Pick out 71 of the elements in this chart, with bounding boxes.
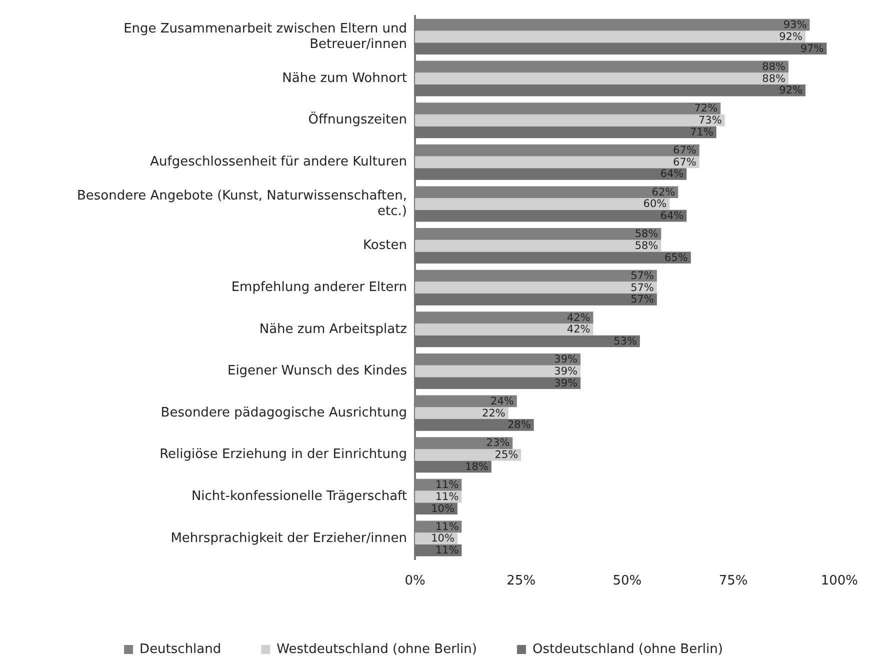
data-label: 92%	[779, 30, 802, 43]
data-label: 88%	[762, 60, 786, 73]
bar	[415, 365, 581, 378]
data-label: 57%	[630, 270, 654, 282]
y-tick-label: Nicht-konfessionelle Trägerschaft	[191, 489, 407, 504]
data-label: 92%	[779, 84, 802, 97]
data-label: 39%	[554, 354, 578, 366]
data-label: 22%	[482, 407, 506, 420]
x-tick-label: 100%	[820, 574, 858, 589]
legend-label: Westdeutschland (ohne Berlin)	[276, 642, 477, 657]
bar	[415, 72, 788, 84]
bar	[415, 114, 725, 126]
data-label: 11%	[435, 544, 459, 557]
bar	[415, 156, 700, 168]
y-tick-label: Aufgeschlossenheit für andere Kulturen	[150, 154, 407, 170]
data-label: 57%	[630, 294, 654, 306]
x-tick-label: 50%	[612, 574, 642, 589]
data-label: 53%	[614, 335, 637, 348]
bar	[415, 448, 522, 461]
x-tick-label: 0%	[404, 574, 426, 589]
legend-label: Deutschland	[140, 642, 222, 657]
y-tick-label: Besondere Angebote (Kunst, Naturwissenschaften, etc.)	[76, 188, 407, 220]
data-label: 65%	[664, 252, 688, 264]
data-label: 58%	[634, 240, 658, 252]
y-tick-label: Nähe zum Arbeitsplatz	[259, 322, 408, 337]
data-label: 11%	[435, 490, 459, 503]
data-label: 24%	[490, 395, 514, 408]
y-tick-label: Mehrsprachigkeit der Erzieher/innen	[170, 530, 407, 546]
data-label: 10%	[431, 532, 454, 545]
y-tick-label: Eigener Wunsch des Kindes	[227, 364, 408, 379]
data-label: 42%	[566, 312, 590, 324]
data-label: 62%	[652, 186, 676, 198]
data-label: 23%	[486, 437, 510, 450]
data-label: 67%	[673, 144, 696, 157]
data-label: 58%	[634, 228, 658, 240]
data-label: 93%	[783, 19, 807, 32]
data-label: 11%	[435, 479, 459, 492]
data-label: 67%	[673, 156, 696, 168]
bar	[415, 282, 657, 294]
data-label: 64%	[660, 210, 684, 222]
bar	[415, 407, 508, 419]
data-label: 39%	[554, 365, 578, 378]
bar	[415, 30, 806, 43]
data-label: 88%	[762, 72, 786, 85]
data-label: 57%	[630, 282, 654, 294]
y-tick-label: Kosten	[363, 238, 407, 254]
y-tick-label: Besondere pädagogische Ausrichtung	[160, 405, 407, 420]
data-label: 28%	[507, 419, 531, 432]
y-tick-label: Enge Zusammenarbeit zwischen Eltern und Betreuer/innen	[124, 21, 407, 52]
data-label: 71%	[690, 126, 714, 138]
data-label: 97%	[800, 42, 824, 55]
x-tick-label: 25%	[506, 574, 536, 589]
data-label: 10%	[431, 502, 454, 515]
y-tick-label: Nähe zum Wohnort	[282, 70, 407, 86]
data-label: 11%	[435, 520, 459, 533]
bar	[415, 323, 594, 336]
data-label: 39%	[554, 377, 578, 390]
y-tick-label: Öffnungszeiten	[308, 112, 407, 128]
bar	[415, 240, 662, 252]
bar	[415, 198, 670, 210]
legend-label: Ostdeutschland (ohne Berlin)	[532, 642, 723, 657]
data-label: 64%	[660, 168, 684, 180]
data-label: 60%	[643, 198, 667, 210]
y-tick-label: Empfehlung anderer Eltern	[231, 280, 407, 295]
data-label: 25%	[494, 449, 518, 462]
data-label: 72%	[694, 102, 718, 115]
x-tick-label: 75%	[718, 574, 748, 589]
data-label: 18%	[465, 460, 488, 473]
data-label: 42%	[566, 324, 590, 336]
y-tick-label: Religiöse Erziehung in der Einrichtung	[160, 447, 407, 462]
data-label: 73%	[698, 114, 722, 127]
